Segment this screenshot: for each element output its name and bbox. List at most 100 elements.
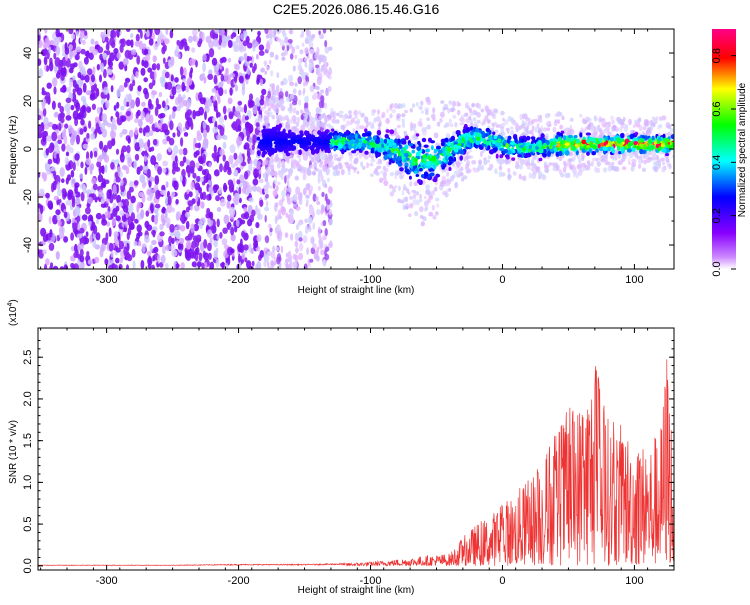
spectrogram-cell <box>47 145 54 154</box>
spectrogram-cell <box>370 173 374 177</box>
spectrogram-cell <box>668 163 672 170</box>
spectrogram-cell <box>104 258 109 266</box>
spectrogram-cell <box>299 49 304 55</box>
spectrogram-cell <box>531 125 535 131</box>
spectrogram-cell <box>649 120 654 126</box>
spectrogram-cell <box>46 82 52 89</box>
spectrogram-cell <box>314 159 318 165</box>
spectrogram-cell <box>219 163 223 173</box>
spectrogram-cell <box>40 227 47 237</box>
spectrogram-cell <box>160 189 167 195</box>
spectrogram-cell <box>95 87 100 97</box>
spectrogram-cell <box>298 58 302 67</box>
spectrogram-cell <box>516 163 520 168</box>
spectrogram-cell <box>560 172 565 178</box>
spectrogram-cell <box>281 174 284 181</box>
spectrogram-cell <box>121 128 128 135</box>
spectrogram-cell <box>563 163 569 167</box>
spectrogram-cell <box>313 92 318 98</box>
spectrogram-cell <box>38 29 41 35</box>
spectrogram-cell <box>46 40 51 46</box>
spectrogram-cell <box>498 171 503 178</box>
spectrogram-cell <box>44 29 48 34</box>
spectrogram-cell <box>47 200 53 209</box>
spectrogram-cell <box>146 250 152 256</box>
spectrogram-cell <box>502 117 505 122</box>
spectrogram-cell <box>52 77 58 87</box>
spectrogram-cell <box>219 148 225 156</box>
spectrogram-cell <box>287 39 293 44</box>
spectrogram-cell <box>397 124 401 129</box>
spectrogram-cell <box>143 107 149 113</box>
spectrogram-cell <box>292 65 296 72</box>
spectrogram-cell <box>431 113 436 120</box>
spectrogram-cell <box>227 169 232 176</box>
spectrogram-cell <box>216 234 220 240</box>
spectrogram-cell <box>38 212 43 222</box>
spectrogram-cell <box>175 105 181 112</box>
spectrogram-cell <box>375 171 380 176</box>
spectrogram-cell <box>523 126 529 132</box>
spectrogram-cell <box>171 110 176 120</box>
spectrogram-cell <box>598 133 603 139</box>
spectrogram-cell <box>156 153 162 161</box>
spectrogram-cell <box>460 166 464 172</box>
spectrogram-cell <box>40 204 44 215</box>
spectrogram-cell <box>419 215 424 219</box>
spectrogram-cell <box>51 131 58 142</box>
spectrogram-cell <box>259 98 265 106</box>
spectrogram-cell <box>153 246 159 253</box>
spectrogram-cell <box>143 87 148 95</box>
spectrogram-cell <box>420 110 424 114</box>
spectrogram-cell <box>232 196 239 203</box>
spectrogram-cell <box>312 193 317 202</box>
spectrogram-cell <box>124 49 131 59</box>
spectrogram-cell <box>382 171 387 178</box>
spectrogram-cell <box>244 142 250 150</box>
spectrogram-cell <box>281 189 286 199</box>
spectrogram-cell <box>236 179 241 185</box>
spectrogram-cell <box>216 154 220 164</box>
spectrogram-cell <box>43 56 48 66</box>
spectrogram-cell <box>64 156 69 165</box>
spectrogram-cell <box>369 162 374 167</box>
spectrogram-cell <box>594 131 598 136</box>
spectrogram-cell <box>154 203 161 209</box>
spectrogram-cell <box>120 105 125 111</box>
spectrogram-cell <box>175 263 180 269</box>
spectrogram-cell <box>172 106 177 112</box>
spectrogram-cell <box>240 106 245 113</box>
spectrogram-cell <box>154 106 159 117</box>
spectrogram-cell <box>238 75 244 84</box>
spectrogram-cell <box>127 136 131 144</box>
spectrogram-cell <box>155 189 161 200</box>
spectrogram-cell <box>476 120 481 124</box>
spectrogram-cell <box>224 89 228 95</box>
spectrogram-cell <box>177 93 182 104</box>
spectrogram-cell <box>64 123 69 129</box>
spectrogram-cell <box>327 86 332 92</box>
spectrogram-cell <box>320 65 324 73</box>
spectrogram-cell <box>371 112 375 116</box>
spectrogram-cell <box>74 243 78 253</box>
spectrogram-cell <box>184 41 188 52</box>
spectrogram-cell <box>494 110 499 114</box>
spectrogram-cell <box>419 193 422 200</box>
spectrogram-cell <box>109 37 115 47</box>
spectrogram-cell <box>277 209 282 217</box>
spectrogram-cell <box>537 127 542 134</box>
spectrogram-cell <box>71 264 76 269</box>
spectrogram-cell <box>148 114 154 125</box>
spectrogram-cell <box>477 164 483 171</box>
spectrogram-cell <box>337 163 343 170</box>
spectrogram-cell <box>531 119 535 124</box>
spectrogram-cell <box>264 70 268 75</box>
spectrogram-cell <box>48 216 52 225</box>
spectrogram-cell <box>76 233 83 239</box>
spectrogram-cell <box>98 167 102 175</box>
spectrogram-cell <box>322 29 327 34</box>
spectrogram-cell <box>269 227 273 233</box>
spectrogram-cell <box>557 119 560 124</box>
spectrogram-cell <box>572 157 575 163</box>
spectrogram-cell <box>49 229 53 238</box>
